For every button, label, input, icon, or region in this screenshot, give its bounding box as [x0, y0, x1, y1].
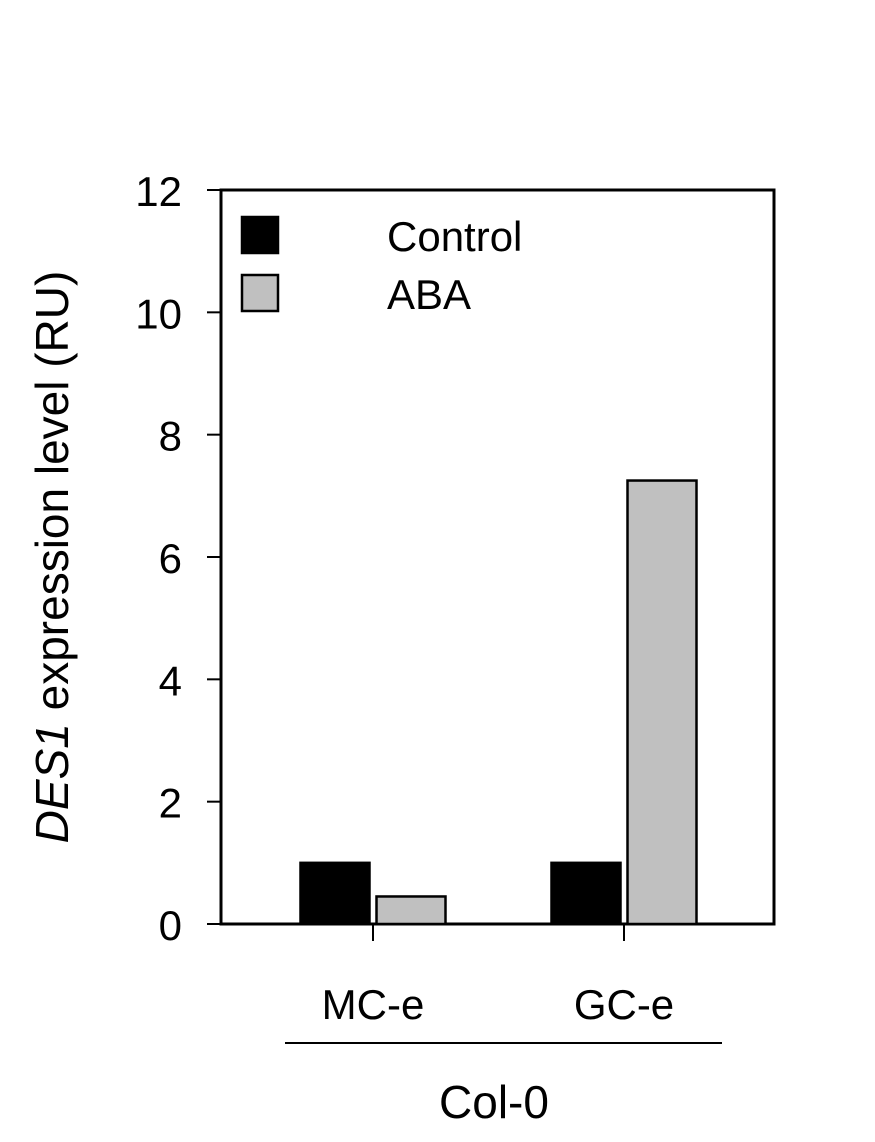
bar-aba-mc-e [375, 895, 447, 926]
y-tick-label: 10 [135, 290, 182, 337]
y-axis: 0 2 4 6 8 10 12 [135, 168, 221, 949]
x-tick-label: GC-e [574, 981, 674, 1028]
y-axis-label: DES1 expression level (RU) [26, 271, 78, 844]
y-tick-label: 2 [159, 780, 182, 827]
legend: Control ABA [240, 213, 522, 318]
y-tick-label: 0 [159, 902, 182, 949]
bar-control-mc-e [299, 861, 371, 926]
legend-label-control: Control [387, 213, 522, 260]
bar-control-gc-e [550, 861, 622, 926]
legend-label-aba: ABA [387, 271, 471, 318]
y-tick-label: 8 [159, 413, 182, 460]
y-tick-label: 12 [135, 168, 182, 215]
y-tick-label: 4 [159, 657, 182, 704]
x-axis: MC-e GC-e [322, 924, 674, 1028]
y-axis-label-gene: DES1 [26, 723, 78, 843]
y-tick-label: 6 [159, 535, 182, 582]
x-tick-label: MC-e [322, 981, 425, 1028]
bar-aba-gc-e [626, 479, 698, 926]
legend-swatch-control [240, 215, 280, 255]
group-label: Col-0 [439, 1076, 549, 1128]
y-axis-label-rest: expression level (RU) [26, 271, 78, 723]
bars [299, 479, 698, 926]
legend-swatch-aba [240, 273, 280, 313]
